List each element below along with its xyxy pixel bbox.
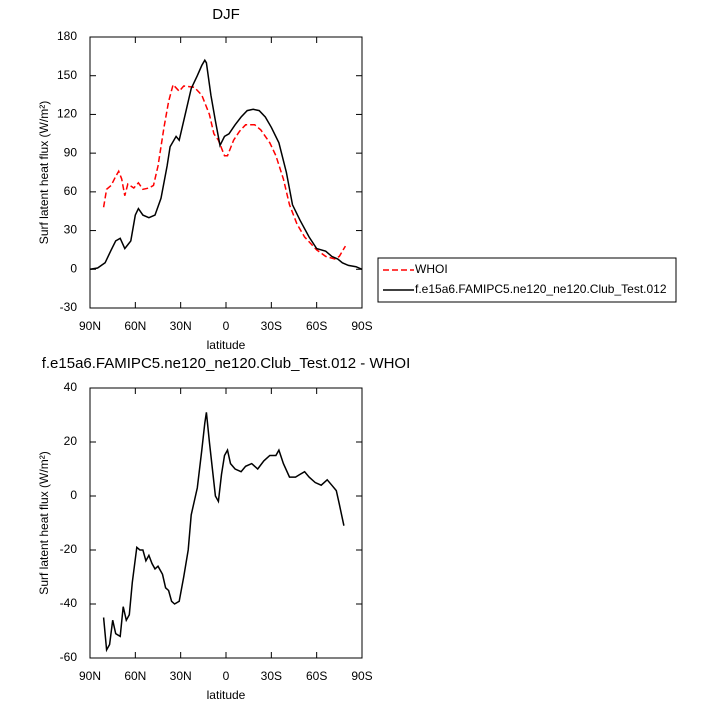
y-tick-label: 150 <box>57 68 77 82</box>
y-tick-label: 90 <box>64 145 78 159</box>
chart-title: DJF <box>212 6 240 23</box>
x-tick-label: 30N <box>170 319 192 333</box>
x-tick-label: 30N <box>170 669 192 683</box>
legend-label: WHOI <box>415 262 448 276</box>
y-tick-label: 20 <box>64 434 78 448</box>
x-tick-label: 30S <box>261 669 282 683</box>
plot-frame <box>89 36 363 309</box>
y-tick-label: -60 <box>60 650 78 664</box>
x-tick-label: 90N <box>79 319 101 333</box>
y-tick-label: 40 <box>64 380 78 394</box>
y-tick-label: 120 <box>57 107 77 121</box>
legend-box <box>377 257 677 303</box>
x-tick-label: 90S <box>351 319 372 333</box>
x-tick-label: 30S <box>261 319 282 333</box>
data-line <box>89 58 363 271</box>
y-tick-label: 30 <box>64 223 78 237</box>
y-tick-label: -20 <box>60 542 78 556</box>
x-tick-label: 0 <box>223 319 230 333</box>
x-axis-label: latitude <box>207 338 246 352</box>
x-tick-label: 60S <box>306 319 327 333</box>
plot-frame <box>89 387 363 659</box>
y-tick-label: -30 <box>60 300 78 314</box>
x-tick-label: 60N <box>124 319 146 333</box>
chart-title: f.e15a6.FAMIPC5.ne120_ne120.Club_Test.01… <box>42 355 411 372</box>
y-tick-label: 180 <box>57 29 77 43</box>
legend-label: f.e15a6.FAMIPC5.ne120_ne120.Club_Test.01… <box>415 282 667 296</box>
data-line <box>102 83 347 260</box>
x-tick-label: 90S <box>351 669 372 683</box>
y-tick-label: 60 <box>64 184 78 198</box>
y-axis-label: Surf latent heat flux (W/m²) <box>37 451 51 594</box>
x-axis-label: latitude <box>207 688 246 702</box>
y-tick-label: 0 <box>70 488 77 502</box>
y-tick-label: 0 <box>70 261 77 275</box>
x-tick-label: 60N <box>124 669 146 683</box>
x-tick-label: 0 <box>223 669 230 683</box>
x-tick-label: 60S <box>306 669 327 683</box>
data-line <box>102 412 345 653</box>
x-tick-label: 90N <box>79 669 101 683</box>
y-axis-label: Surf latent heat flux (W/m²) <box>37 101 51 244</box>
y-tick-label: -40 <box>60 596 78 610</box>
